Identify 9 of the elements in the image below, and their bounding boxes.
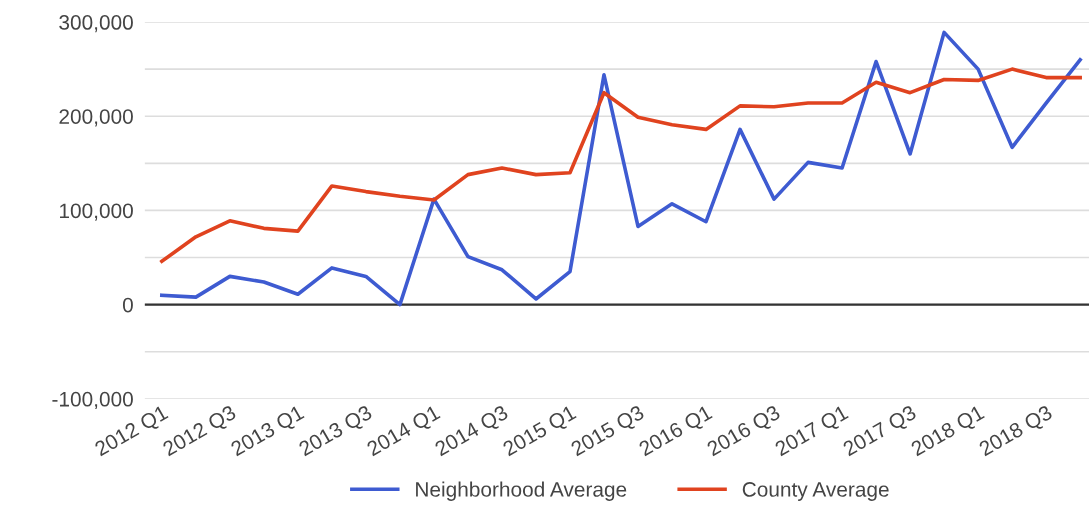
- line-series: [160, 30, 1082, 307]
- y-tick-label: 0: [122, 297, 133, 313]
- legend-label: County Average: [742, 482, 889, 501]
- y-tick-label: 300,000: [59, 15, 133, 33]
- y-tick-label: 200,000: [59, 109, 133, 127]
- line-series: [160, 67, 1082, 264]
- y-tick-label: 100,000: [60, 203, 133, 221]
- legend-label: Neighborhood Average: [416, 481, 627, 501]
- y-tick-label: -100,000: [52, 391, 133, 410]
